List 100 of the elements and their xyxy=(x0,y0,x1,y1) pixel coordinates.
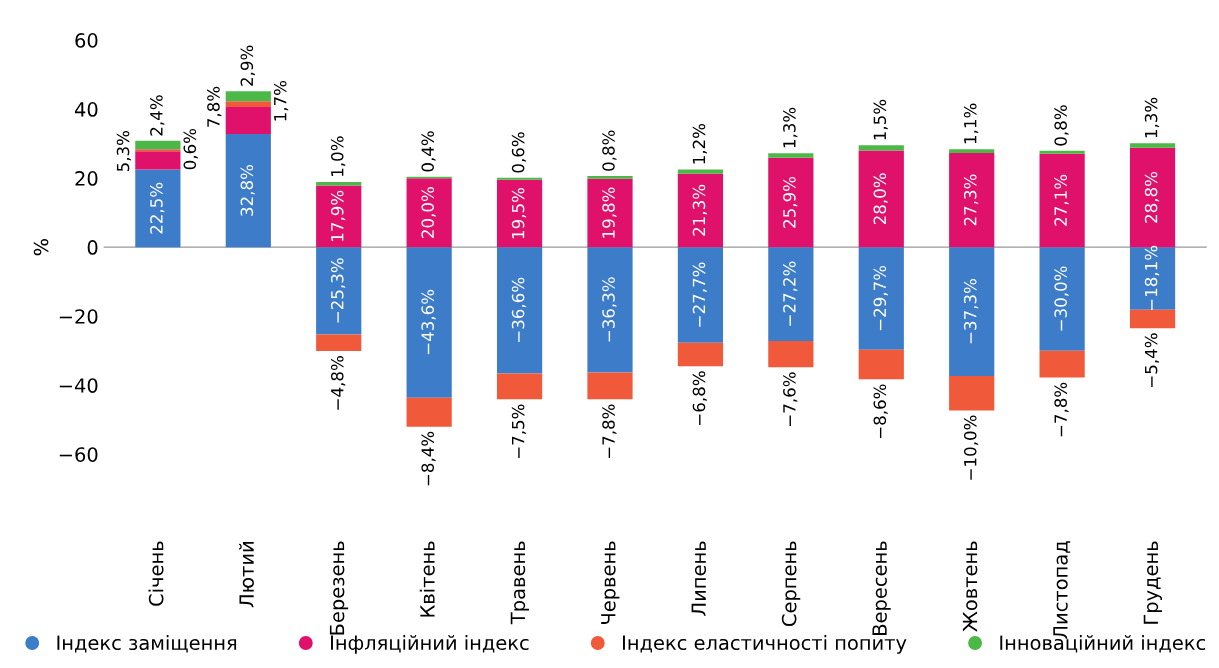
data-label: −4,8% xyxy=(330,356,346,410)
bar xyxy=(316,247,362,335)
bar xyxy=(1129,309,1176,329)
data-label: −25,3% xyxy=(330,258,346,323)
bar xyxy=(225,91,271,102)
data-label: 27,1% xyxy=(1054,174,1069,226)
data-label: 2,9% xyxy=(240,45,255,86)
data-label: 5,3% xyxy=(116,130,132,172)
bar xyxy=(587,247,633,373)
data-label: 28,0% xyxy=(873,173,888,225)
bar xyxy=(677,247,724,343)
data-label: 32,8% xyxy=(240,165,255,216)
x-tick-label: Травень xyxy=(510,541,529,625)
bar xyxy=(135,169,181,248)
data-label: 28,8% xyxy=(1144,171,1160,223)
bar xyxy=(949,149,995,153)
x-tick-label: Березень xyxy=(329,541,349,635)
x-tick-label: Січень xyxy=(148,541,164,606)
bar xyxy=(587,372,633,400)
data-label: 0,6% xyxy=(183,128,198,170)
data-label: 1,1% xyxy=(963,103,979,144)
x-tick-label: Серпень xyxy=(781,541,801,626)
data-label: −43,6% xyxy=(421,289,436,355)
data-label: −6,8% xyxy=(692,371,707,425)
bar xyxy=(496,373,543,400)
data-label: 0,8% xyxy=(1054,105,1069,146)
bar xyxy=(1039,153,1085,248)
data-label: −36,3% xyxy=(602,277,617,342)
bar xyxy=(949,247,995,376)
data-label: −27,7% xyxy=(692,262,707,327)
bar xyxy=(406,178,452,248)
bar xyxy=(768,341,814,368)
y-axis-title: % xyxy=(33,238,49,256)
data-label: −7,5% xyxy=(511,404,527,459)
data-label: −7,6% xyxy=(783,372,798,426)
bar xyxy=(768,153,814,158)
bar xyxy=(677,173,724,248)
data-label: −5,4% xyxy=(1144,333,1160,387)
bar xyxy=(949,375,995,411)
data-label: 2,4% xyxy=(150,95,165,136)
data-label: −8,6% xyxy=(873,384,888,439)
legend-label: Індекс еластичності попиту xyxy=(623,635,907,654)
bar xyxy=(316,334,362,352)
bar xyxy=(768,247,814,342)
data-label: 21,3% xyxy=(692,184,707,236)
data-label: −29,7% xyxy=(873,265,888,331)
bar xyxy=(768,157,814,248)
data-label: 0,4% xyxy=(421,131,436,172)
bar xyxy=(858,349,904,380)
bar xyxy=(135,140,181,150)
data-label: 1,0% xyxy=(330,136,346,176)
bar xyxy=(496,179,543,248)
x-tick-label: Лютий xyxy=(238,542,254,608)
data-label: −18,1% xyxy=(1144,245,1160,311)
data-label: −36,6% xyxy=(511,277,527,343)
bar xyxy=(225,101,271,108)
y-tick-label: 60 xyxy=(75,33,98,48)
data-label: 1,7% xyxy=(273,80,289,121)
bar xyxy=(496,247,543,374)
y-tick-label: −60 xyxy=(59,447,98,462)
bar xyxy=(1039,150,1085,154)
bar xyxy=(858,150,904,248)
data-label: 17,9% xyxy=(330,190,346,241)
x-tick-label: Грудень xyxy=(1143,541,1162,624)
data-label: 19,8% xyxy=(602,187,617,238)
data-label: 25,9% xyxy=(783,176,798,228)
y-tick-label: −40 xyxy=(59,378,98,393)
data-label: 1,5% xyxy=(873,99,888,140)
y-tick-label: −20 xyxy=(59,309,98,324)
data-label: −37,3% xyxy=(963,278,979,344)
bar xyxy=(587,178,633,248)
data-label: −27,2% xyxy=(783,261,798,326)
x-tick-label: Жовтень xyxy=(962,541,978,632)
bar xyxy=(1129,247,1176,310)
data-label: 1,3% xyxy=(1144,97,1160,138)
bar xyxy=(949,152,995,248)
y-tick-label: 40 xyxy=(74,102,98,117)
x-tick-label: Червень xyxy=(601,541,620,624)
bar xyxy=(677,342,724,367)
data-label: 20,0% xyxy=(421,187,436,238)
bar xyxy=(135,149,181,152)
data-label: 1,2% xyxy=(692,123,707,164)
data-label: 7,8% xyxy=(207,86,222,127)
bar xyxy=(587,176,633,179)
legend-label: Інфляційний індекс xyxy=(331,635,529,654)
data-label: 27,3% xyxy=(963,174,979,226)
data-label: 0,8% xyxy=(602,130,617,171)
data-label: 19,5% xyxy=(511,187,527,239)
bar xyxy=(1129,143,1176,148)
bar xyxy=(1039,350,1085,378)
data-label: −8,4% xyxy=(421,431,436,486)
data-label: −7,8% xyxy=(602,404,617,459)
data-label: −30,0% xyxy=(1054,266,1069,331)
bar xyxy=(1039,247,1085,351)
legend-label: Індекс заміщення xyxy=(57,635,237,653)
bar xyxy=(677,169,724,174)
bar xyxy=(135,151,181,170)
x-tick-label: Вересень xyxy=(872,541,891,635)
y-tick-label: 20 xyxy=(75,171,98,186)
data-label: 0,6% xyxy=(511,132,527,173)
